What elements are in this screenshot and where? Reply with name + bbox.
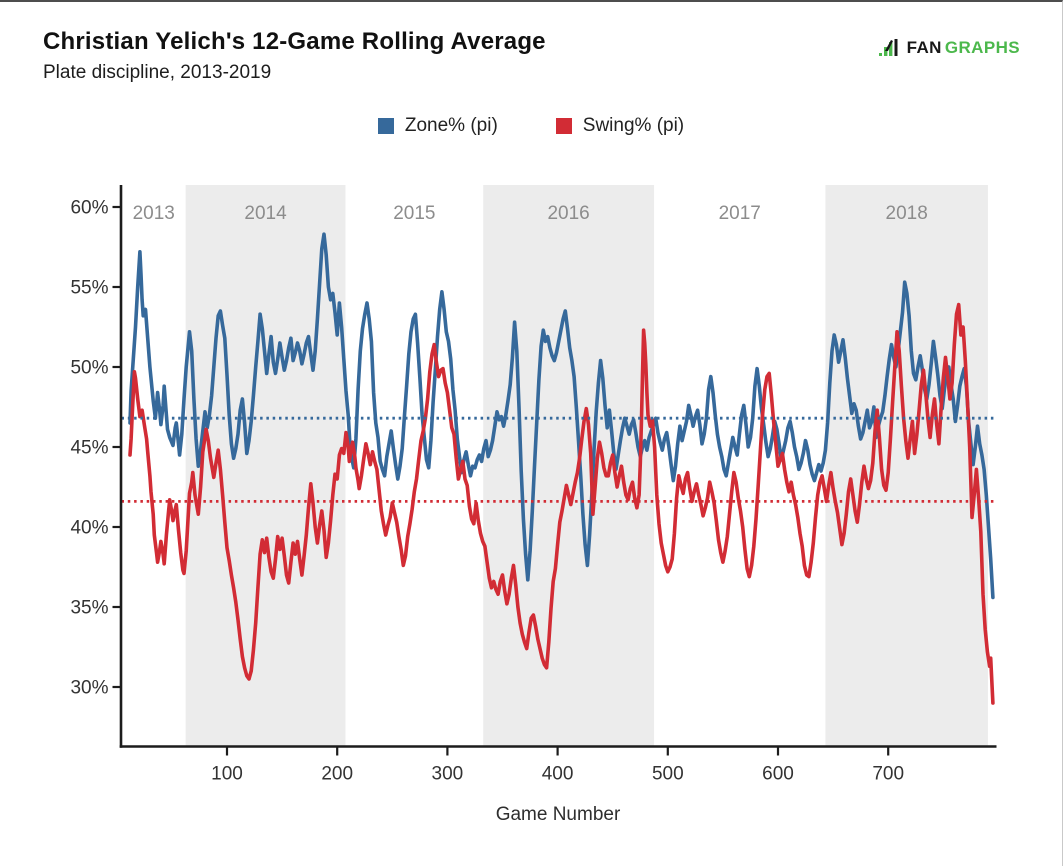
x-tick-label: 400	[542, 764, 574, 785]
legend-label-zone: Zone% (pi)	[404, 115, 498, 136]
season-band-2018	[825, 185, 988, 747]
series-line-zone	[128, 232, 995, 600]
chart-legend: Zone% (pi) Swing% (pi)	[0, 115, 1062, 137]
logo-text-fan: FAN	[906, 38, 942, 57]
fangraphs-bars-batter-icon	[878, 38, 904, 58]
page-subtitle: Plate discipline, 2013-2019	[43, 62, 272, 83]
fangraphs-logo[interactable]: FAN GRAPHS	[878, 38, 1020, 58]
logo-text-graphs: GRAPHS	[944, 38, 1020, 57]
y-tick-label: 35%	[70, 598, 108, 619]
legend-label-swing: Swing% (pi)	[582, 115, 685, 136]
season-band-2016	[483, 185, 655, 747]
y-tick-label: 40%	[70, 518, 108, 539]
x-tick-label: 200	[321, 764, 353, 785]
y-tick-label: 50%	[70, 358, 108, 379]
year-label-2014: 2014	[244, 203, 287, 224]
y-tick-label: 55%	[70, 278, 108, 299]
year-label-2018: 2018	[886, 203, 928, 224]
page-title: Christian Yelich's 12-Game Rolling Avera…	[43, 28, 546, 55]
y-tick-label: 30%	[70, 678, 108, 699]
year-label-2017: 2017	[719, 203, 761, 224]
y-tick-label: 45%	[70, 438, 108, 459]
y-tick-label: 60%	[70, 198, 108, 219]
x-axis-title: Game Number	[495, 804, 621, 825]
zone-legend-swatch-icon	[377, 118, 394, 134]
x-tick-label: 700	[872, 764, 904, 785]
x-tick-label: 100	[211, 764, 243, 785]
swing-legend-swatch-icon	[555, 118, 572, 134]
x-tick-label: 600	[762, 764, 794, 785]
x-tick-label: 300	[432, 764, 464, 785]
year-label-2015: 2015	[393, 203, 435, 224]
year-label-2016: 2016	[547, 203, 589, 224]
year-label-2013: 2013	[133, 203, 175, 224]
series-line-swing	[128, 302, 995, 705]
legend-item-swing: Swing% (pi)	[555, 115, 685, 137]
legend-item-zone: Zone% (pi)	[377, 115, 498, 137]
x-tick-label: 500	[652, 764, 684, 785]
